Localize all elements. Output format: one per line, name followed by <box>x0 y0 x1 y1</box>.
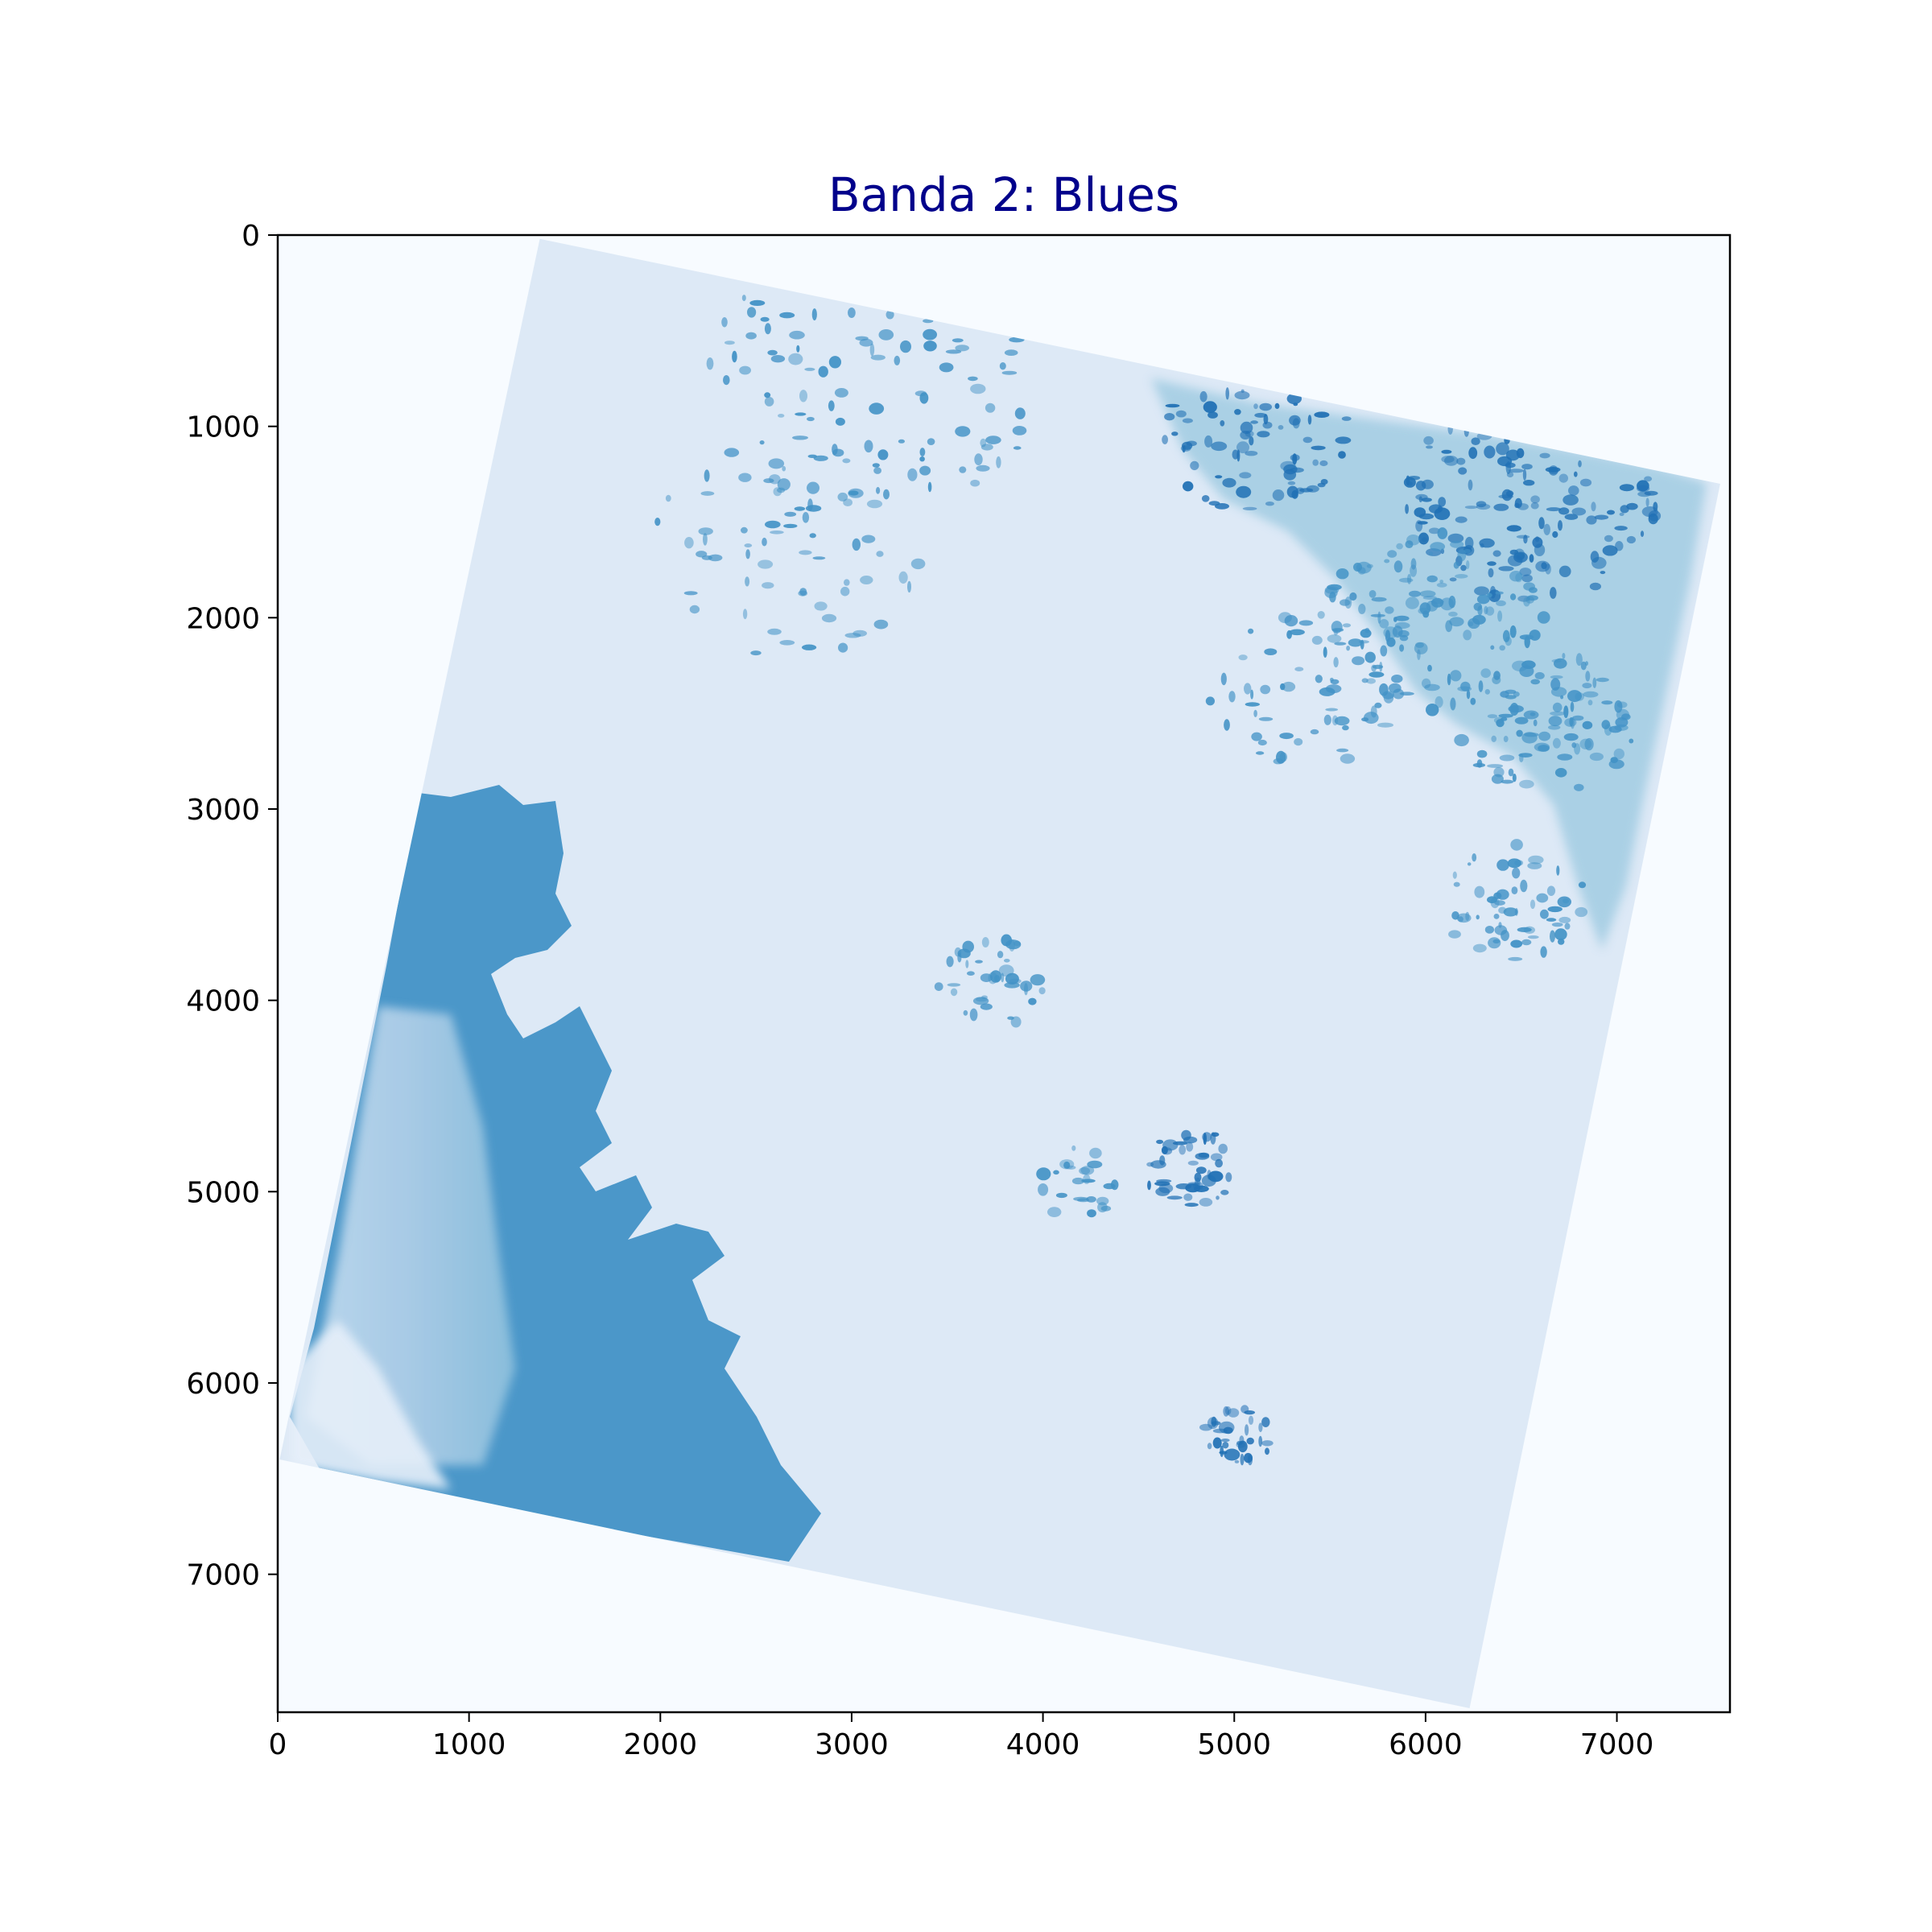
x-tick-label: 0 <box>269 1728 287 1761</box>
x-tick-label: 7000 <box>1580 1728 1654 1761</box>
y-axis: 0 1000 2000 3000 4000 5000 6000 7000 <box>186 220 278 1592</box>
x-tick-label: 1000 <box>432 1728 506 1761</box>
satellite-scene <box>279 239 1720 1708</box>
y-tick-label: 3000 <box>186 794 260 827</box>
x-tick-label: 6000 <box>1389 1728 1463 1761</box>
y-tick-label: 0 <box>242 220 260 253</box>
y-tick-label: 6000 <box>186 1368 260 1401</box>
y-tick-label: 4000 <box>186 985 260 1018</box>
x-tick-label: 3000 <box>815 1728 889 1761</box>
y-tick-label: 1000 <box>186 411 260 444</box>
x-tick-label: 2000 <box>623 1728 697 1761</box>
y-tick-label: 5000 <box>186 1176 260 1209</box>
x-tick-label: 5000 <box>1197 1728 1271 1761</box>
x-tick-label: 4000 <box>1006 1728 1080 1761</box>
x-axis: 0 1000 2000 3000 4000 5000 6000 7000 <box>269 1712 1654 1761</box>
y-tick-label: 2000 <box>186 602 260 635</box>
y-tick-label: 7000 <box>186 1559 260 1592</box>
chart-title: Banda 2: Blues <box>828 167 1179 222</box>
